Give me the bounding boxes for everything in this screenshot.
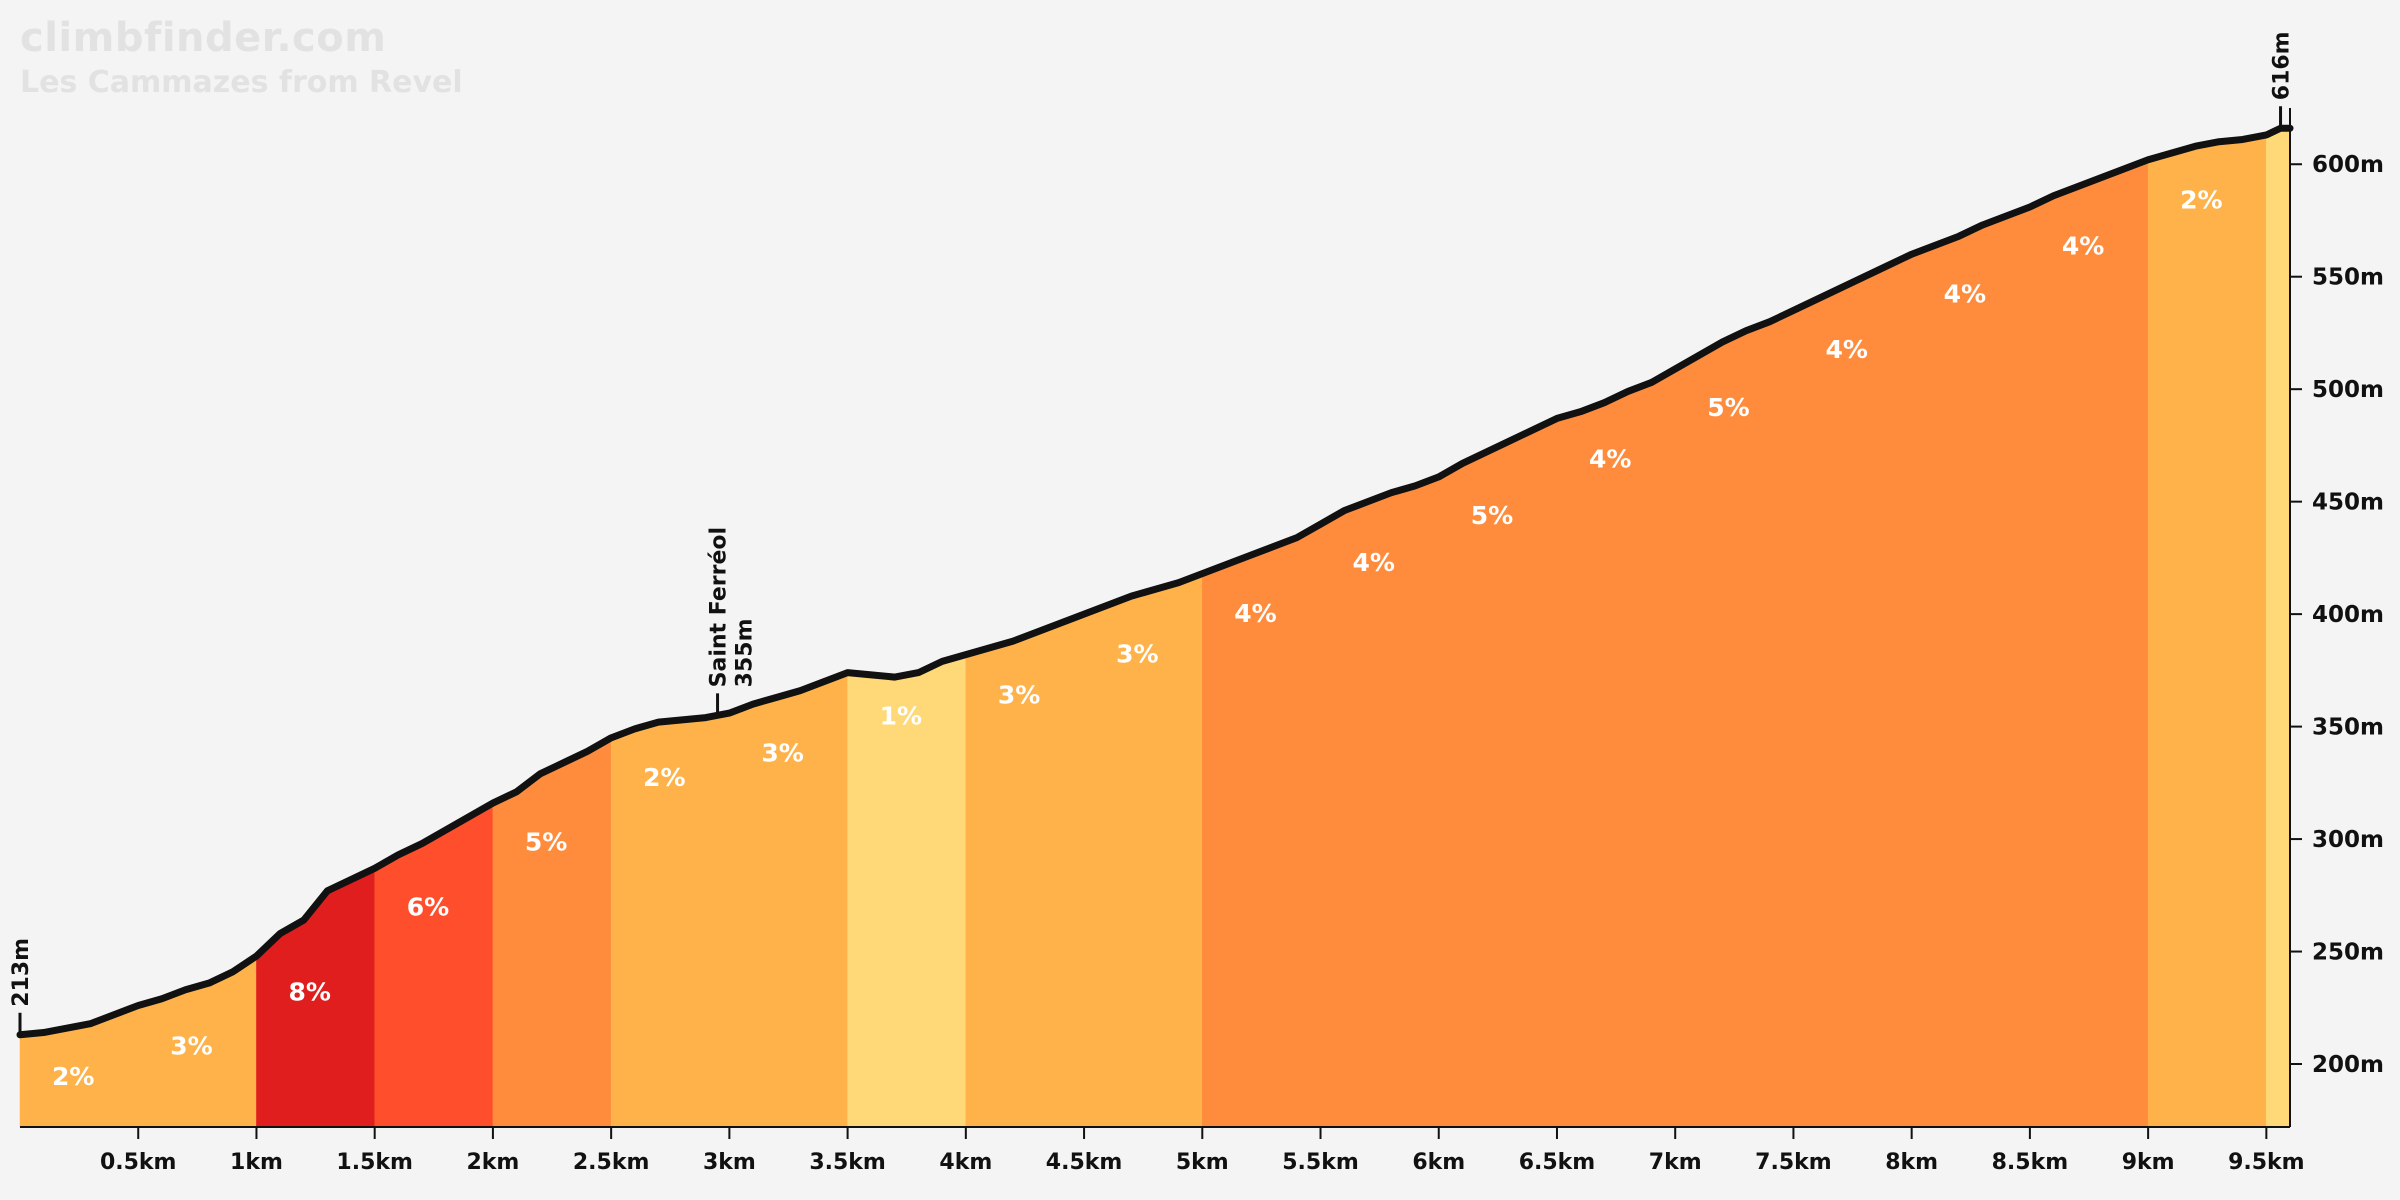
y-tick-label-6: 500m (2312, 377, 2384, 403)
y-tick-label-8: 600m (2312, 152, 2384, 178)
gradient-label-6: 3% (761, 738, 803, 767)
gradient-label-7: 1% (880, 701, 922, 730)
gradient-label-10: 4% (1234, 599, 1276, 628)
x-tick-label-10: 5.5km (1282, 1150, 1359, 1175)
x-tick-label-0: 0.5km (100, 1150, 177, 1175)
y-tick-label-1: 250m (2312, 940, 2384, 966)
x-tick-label-15: 8km (1885, 1150, 1938, 1175)
profile-line-group (16, 124, 2294, 1039)
gradient-label-0: 2% (52, 1062, 94, 1091)
y-tick-label-7: 550m (2312, 265, 2384, 291)
x-tick-label-18: 9.5km (2228, 1150, 2305, 1175)
x-tick-label-9: 5km (1176, 1150, 1229, 1175)
gradient-label-2: 8% (288, 977, 330, 1006)
brand-watermark: climbfinder.com (20, 15, 387, 61)
annotation-label-2: 616m (2270, 31, 2295, 100)
elevation-profile-line (16, 124, 2294, 1039)
y-tick-label-4: 400m (2312, 602, 2384, 628)
x-tick-label-3: 2km (466, 1150, 519, 1175)
segment-fill-19 (2266, 127, 2291, 1128)
gradient-label-18: 2% (2180, 186, 2222, 215)
gradient-label-1: 3% (170, 1032, 212, 1061)
gradient-label-5: 2% (643, 763, 685, 792)
x-tick-label-1: 1km (230, 1150, 283, 1175)
gradient-labels: 2% 3% 8% 6% 5% 2% 3% 1% 3% 3% 4% 4% 5% 4% 5% 4% 4% 4% 2% (52, 186, 2223, 1091)
gradient-label-13: 4% (1589, 444, 1631, 473)
axes: 0.5km 1km 1.5km 2km 2.5km 3km 3.5km 4km 4.5km 5km… (20, 108, 2384, 1175)
y-tick-label-2: 300m (2312, 827, 2384, 853)
x-tick-label-12: 6.5km (1519, 1150, 1596, 1175)
x-tick-label-7: 4km (939, 1150, 992, 1175)
segment-fill-16 (1911, 206, 2031, 1128)
gradient-label-14: 5% (1707, 393, 1749, 422)
x-tick-label-6: 3.5km (809, 1150, 886, 1175)
segment-fill-13 (1556, 368, 1676, 1128)
gradient-segments (19, 127, 2291, 1128)
y-tick-label-3: 350m (2312, 715, 2384, 741)
x-tick-label-8: 4.5km (1046, 1150, 1123, 1175)
x-tick-label-13: 7km (1649, 1150, 1702, 1175)
gradient-label-8: 3% (998, 681, 1040, 710)
gradient-label-11: 4% (1353, 548, 1395, 577)
gradient-label-17: 4% (2062, 232, 2104, 261)
segment-fill-15 (1793, 253, 1912, 1128)
x-tick-label-4: 2.5km (573, 1150, 650, 1175)
annotation-label-0: 213m (9, 938, 34, 1007)
gradient-label-12: 5% (1471, 501, 1513, 530)
x-tick-label-5: 3km (703, 1150, 756, 1175)
gradient-label-9: 3% (1116, 639, 1158, 668)
annotations: 213m Saint Ferréol 355m 616m (9, 31, 2295, 1035)
climb-title: Les Cammazes from Revel (20, 65, 463, 100)
segment-fill-17 (2029, 159, 2149, 1128)
gradient-label-3: 6% (407, 892, 449, 921)
segment-fill-3 (374, 802, 494, 1128)
x-tick-label-16: 8.5km (1992, 1150, 2069, 1175)
gradient-label-16: 4% (1944, 280, 1986, 309)
y-tick-label-5: 450m (2312, 490, 2384, 516)
x-tick-label-17: 9km (2122, 1150, 2175, 1175)
x-tick-label-11: 6km (1412, 1150, 1465, 1175)
gradient-label-4: 5% (525, 828, 567, 857)
segment-fill-14 (1674, 310, 1794, 1128)
gradient-label-15: 4% (1825, 335, 1867, 364)
x-tick-label-2: 1.5km (336, 1150, 413, 1175)
x-tick-label-14: 7.5km (1755, 1150, 1832, 1175)
segment-fill-18 (2147, 134, 2267, 1128)
annotation-label-1: Saint Ferréol (707, 527, 732, 687)
annotation-sublabel-1: 355m (733, 618, 758, 687)
y-tick-label-0: 200m (2312, 1052, 2384, 1078)
